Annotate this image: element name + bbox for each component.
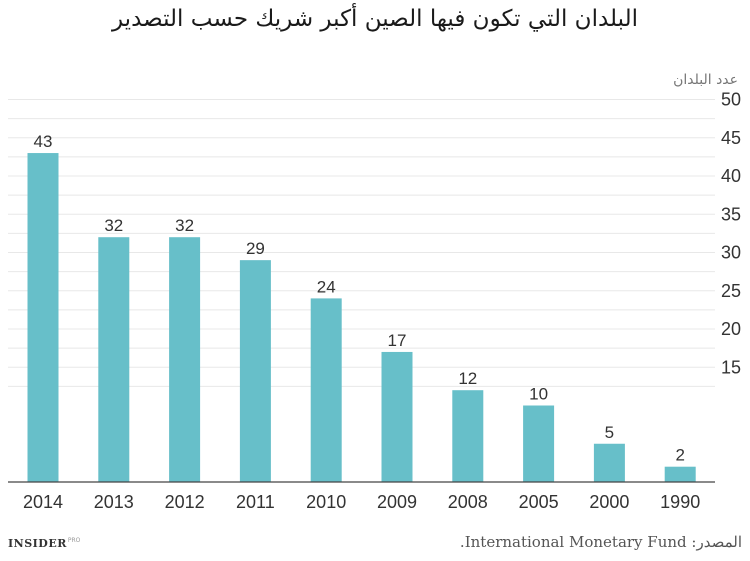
bar — [169, 237, 201, 482]
y-tick-label: 20 — [721, 319, 741, 339]
x-tick-label: 2011 — [236, 492, 275, 512]
x-tick-label: 2008 — [448, 492, 488, 512]
logo-text: INSIDER — [8, 537, 67, 550]
value-labels: 43 32 32 29 24 17 12 10 5 2 — [34, 132, 685, 465]
bar — [664, 466, 696, 482]
x-tick-label: 2013 — [94, 492, 134, 512]
chart-title: البلدان التي تكون فيها الصين أكبر شريك ح… — [111, 6, 638, 32]
y-tick-label: 50 — [721, 90, 741, 110]
bar — [27, 153, 59, 483]
y-tick-label: 35 — [721, 204, 741, 224]
y-tick-label: 40 — [721, 166, 741, 186]
value-label: 32 — [104, 216, 123, 235]
bar — [98, 237, 130, 482]
y-tick-label: 45 — [721, 128, 741, 148]
bar — [593, 443, 625, 482]
x-tick-label: 2000 — [589, 492, 629, 512]
value-label: 17 — [388, 331, 407, 350]
value-label: 29 — [246, 239, 265, 258]
bars — [27, 153, 696, 483]
x-tick-label: 2009 — [377, 492, 417, 512]
x-tick-label: 2005 — [519, 492, 559, 512]
publisher-logo: INSIDERPRO — [8, 537, 80, 550]
bar — [452, 390, 484, 482]
x-tick-label: 2014 — [23, 492, 63, 512]
value-label: 32 — [175, 216, 194, 235]
bar — [239, 260, 271, 482]
value-label: 43 — [34, 132, 53, 151]
value-label: 24 — [317, 277, 336, 296]
x-tick-label: 2012 — [165, 492, 205, 512]
source-note: المصدر: International Monetary Fund. — [459, 533, 742, 551]
bar — [381, 351, 413, 482]
x-tick-label: 2010 — [306, 492, 346, 512]
value-label: 10 — [529, 385, 548, 404]
y-tick-label: 30 — [721, 243, 741, 263]
value-label: 2 — [675, 446, 684, 465]
y-axis-label: عدد البلدان — [673, 72, 738, 88]
logo-sub: PRO — [67, 537, 81, 545]
x-tick-label: 1990 — [660, 492, 700, 512]
gridlines — [8, 99, 715, 387]
value-label: 12 — [458, 369, 477, 388]
y-tick-label: 15 — [721, 357, 741, 377]
value-label: 5 — [605, 423, 614, 442]
y-tick-label: 25 — [721, 281, 741, 301]
bar — [310, 298, 342, 482]
bar — [523, 405, 555, 482]
